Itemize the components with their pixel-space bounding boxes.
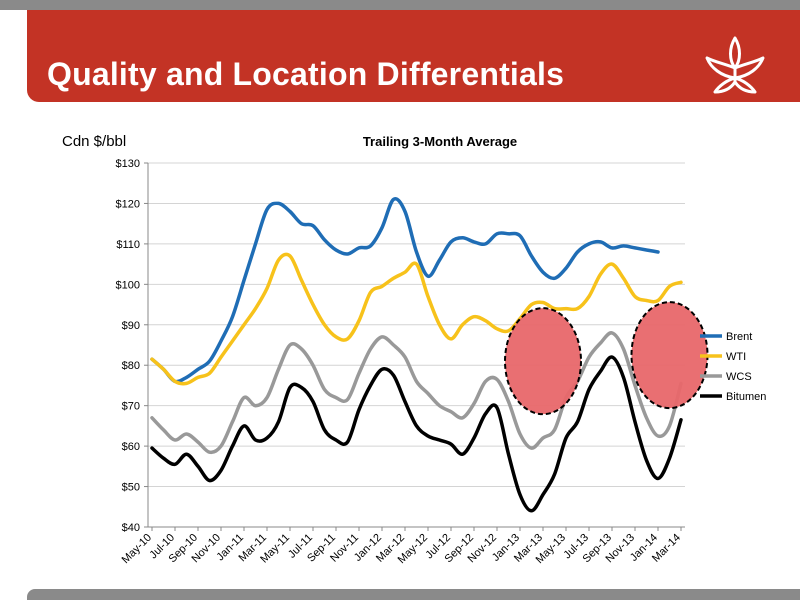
series-line-bitumen — [150, 355, 683, 513]
x-tick-label: May-10 — [120, 532, 154, 566]
y-tick-label: $70 — [122, 401, 140, 413]
y-tick-label: $110 — [116, 239, 140, 251]
legend-label: WCS — [726, 371, 752, 383]
legend-label: Bitumen — [726, 391, 766, 403]
y-tick-label: $120 — [116, 198, 140, 210]
legend-label: WTI — [726, 351, 746, 363]
y-tick-label: $80 — [122, 360, 140, 372]
series-line-wcs — [150, 331, 683, 455]
bottom-bar — [27, 589, 800, 600]
highlight-ellipse — [630, 301, 709, 410]
plot-area: $40 $50 $60 $70 $80 $90 $100 $110 $120 $130 May-10… — [116, 158, 767, 566]
y-tick-label: $40 — [122, 522, 140, 534]
legend-label: Brent — [726, 331, 752, 343]
y-tick-label: $90 — [122, 320, 140, 332]
y-tick-label: $100 — [116, 279, 140, 291]
y-tick-label: $130 — [116, 158, 140, 170]
series-line-wti — [150, 252, 683, 386]
y-tick-label: $50 — [122, 482, 140, 494]
slide-header: Quality and Location Differentials — [27, 10, 800, 102]
chart-title: Trailing 3-Month Average — [363, 134, 517, 149]
flower-logo-icon — [705, 36, 765, 94]
line-chart: Trailing 3-Month Average $40 $50 $60 $70 $80… — [116, 134, 767, 566]
top-bar — [0, 0, 800, 10]
unit-label: Cdn $/bbl — [62, 133, 127, 150]
slide-title: Quality and Location Differentials — [47, 56, 565, 92]
y-tick-label: $60 — [122, 441, 140, 453]
highlight-ellipse — [504, 307, 582, 416]
series-line-brent — [150, 197, 660, 384]
